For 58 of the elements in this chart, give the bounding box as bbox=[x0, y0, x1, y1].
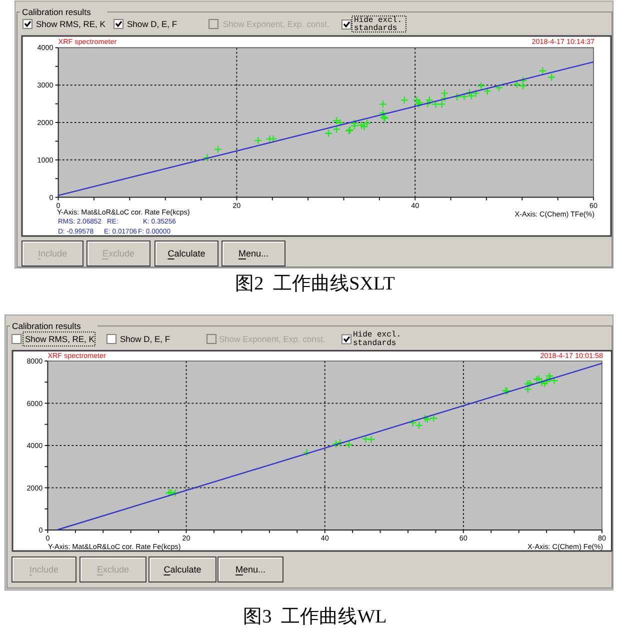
point bbox=[421, 414, 430, 422]
point bbox=[203, 154, 212, 162]
point bbox=[332, 125, 341, 134]
button: Menu... bbox=[222, 240, 286, 266]
text: Show RMS, RE, K bbox=[36, 19, 106, 29]
point bbox=[367, 435, 376, 444]
text: Show D, E, F bbox=[120, 334, 170, 344]
point bbox=[477, 82, 486, 90]
point bbox=[423, 415, 432, 424]
point bbox=[412, 96, 421, 104]
text: Show D, E, F bbox=[127, 19, 178, 29]
point bbox=[345, 440, 354, 449]
point bbox=[483, 86, 492, 96]
button: Exclude bbox=[80, 556, 146, 582]
point bbox=[524, 380, 532, 388]
point bbox=[336, 118, 344, 127]
text: Hide excl. bbox=[354, 16, 402, 25]
point bbox=[518, 76, 528, 85]
point bbox=[452, 92, 462, 101]
point bbox=[254, 136, 262, 145]
point bbox=[350, 122, 359, 130]
point bbox=[438, 100, 446, 108]
point bbox=[166, 488, 176, 496]
point bbox=[494, 84, 504, 92]
point bbox=[472, 89, 480, 98]
point bbox=[332, 116, 341, 125]
point bbox=[526, 379, 534, 388]
point bbox=[430, 414, 438, 422]
text: 图2 工作曲线SXLT bbox=[235, 274, 396, 294]
button: Calculate bbox=[154, 240, 218, 266]
point bbox=[357, 121, 366, 130]
point bbox=[400, 96, 408, 104]
point bbox=[336, 438, 344, 447]
point bbox=[378, 100, 388, 108]
text: standards bbox=[354, 24, 398, 33]
text: 图3 工作曲线WL bbox=[243, 606, 387, 628]
button: Menu... bbox=[218, 556, 284, 582]
button: Include bbox=[12, 556, 76, 582]
text: Calibration results bbox=[22, 7, 91, 17]
point bbox=[460, 92, 468, 101]
button: Exclude bbox=[86, 240, 150, 266]
point bbox=[324, 129, 333, 138]
point bbox=[440, 89, 449, 98]
text: Calibration results bbox=[12, 321, 81, 331]
point bbox=[214, 145, 222, 154]
text: Hide excl. bbox=[353, 330, 402, 340]
point bbox=[423, 100, 432, 108]
point bbox=[546, 374, 554, 382]
point bbox=[547, 73, 556, 82]
text: standards bbox=[353, 339, 396, 348]
button: Calculate bbox=[148, 556, 216, 582]
point bbox=[302, 448, 311, 457]
button: Include bbox=[22, 240, 84, 266]
point bbox=[360, 122, 368, 131]
point bbox=[518, 82, 528, 90]
point bbox=[538, 66, 547, 75]
point bbox=[440, 94, 449, 102]
point bbox=[269, 134, 278, 144]
